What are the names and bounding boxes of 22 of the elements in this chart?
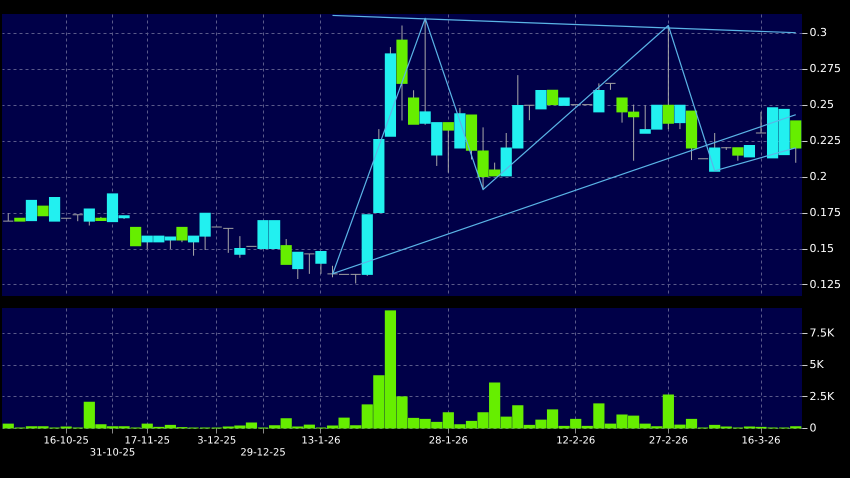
x-tick-label: 17-11-25 <box>124 436 170 446</box>
y-tick-label: 0.275 <box>810 62 841 76</box>
x-tick-label: 28-1-26 <box>428 436 468 446</box>
x-tick-label: 29-12-25 <box>240 448 286 458</box>
y-tick-label: 0.3 <box>810 26 827 40</box>
x-tick-label: 16-10-25 <box>43 436 89 446</box>
y-tick-label: 0.25 <box>810 98 834 112</box>
y-tick-label: 0.175 <box>810 206 841 220</box>
y-tick-label: 0.125 <box>810 278 841 291</box>
x-tick-label: 31-10-25 <box>90 448 136 458</box>
x-tick-label: 13-1-26 <box>301 436 340 446</box>
y-tick-label: 7.5K <box>810 326 835 340</box>
y-tick-label: 5K <box>810 358 824 372</box>
x-tick-label: 12-2-26 <box>556 436 596 446</box>
y-tick-label: 0 <box>810 422 816 434</box>
x-tick-label: 16-3-26 <box>741 436 781 446</box>
y-tick-label: 0.15 <box>810 242 834 256</box>
y-tick-label: 2.5K <box>810 390 835 403</box>
x-tick-label: 3-12-25 <box>197 436 236 446</box>
y-tick-label: 0.2 <box>810 170 827 184</box>
y-tick-label: 0.225 <box>810 134 841 148</box>
x-tick-label: 27-2-26 <box>648 436 688 446</box>
